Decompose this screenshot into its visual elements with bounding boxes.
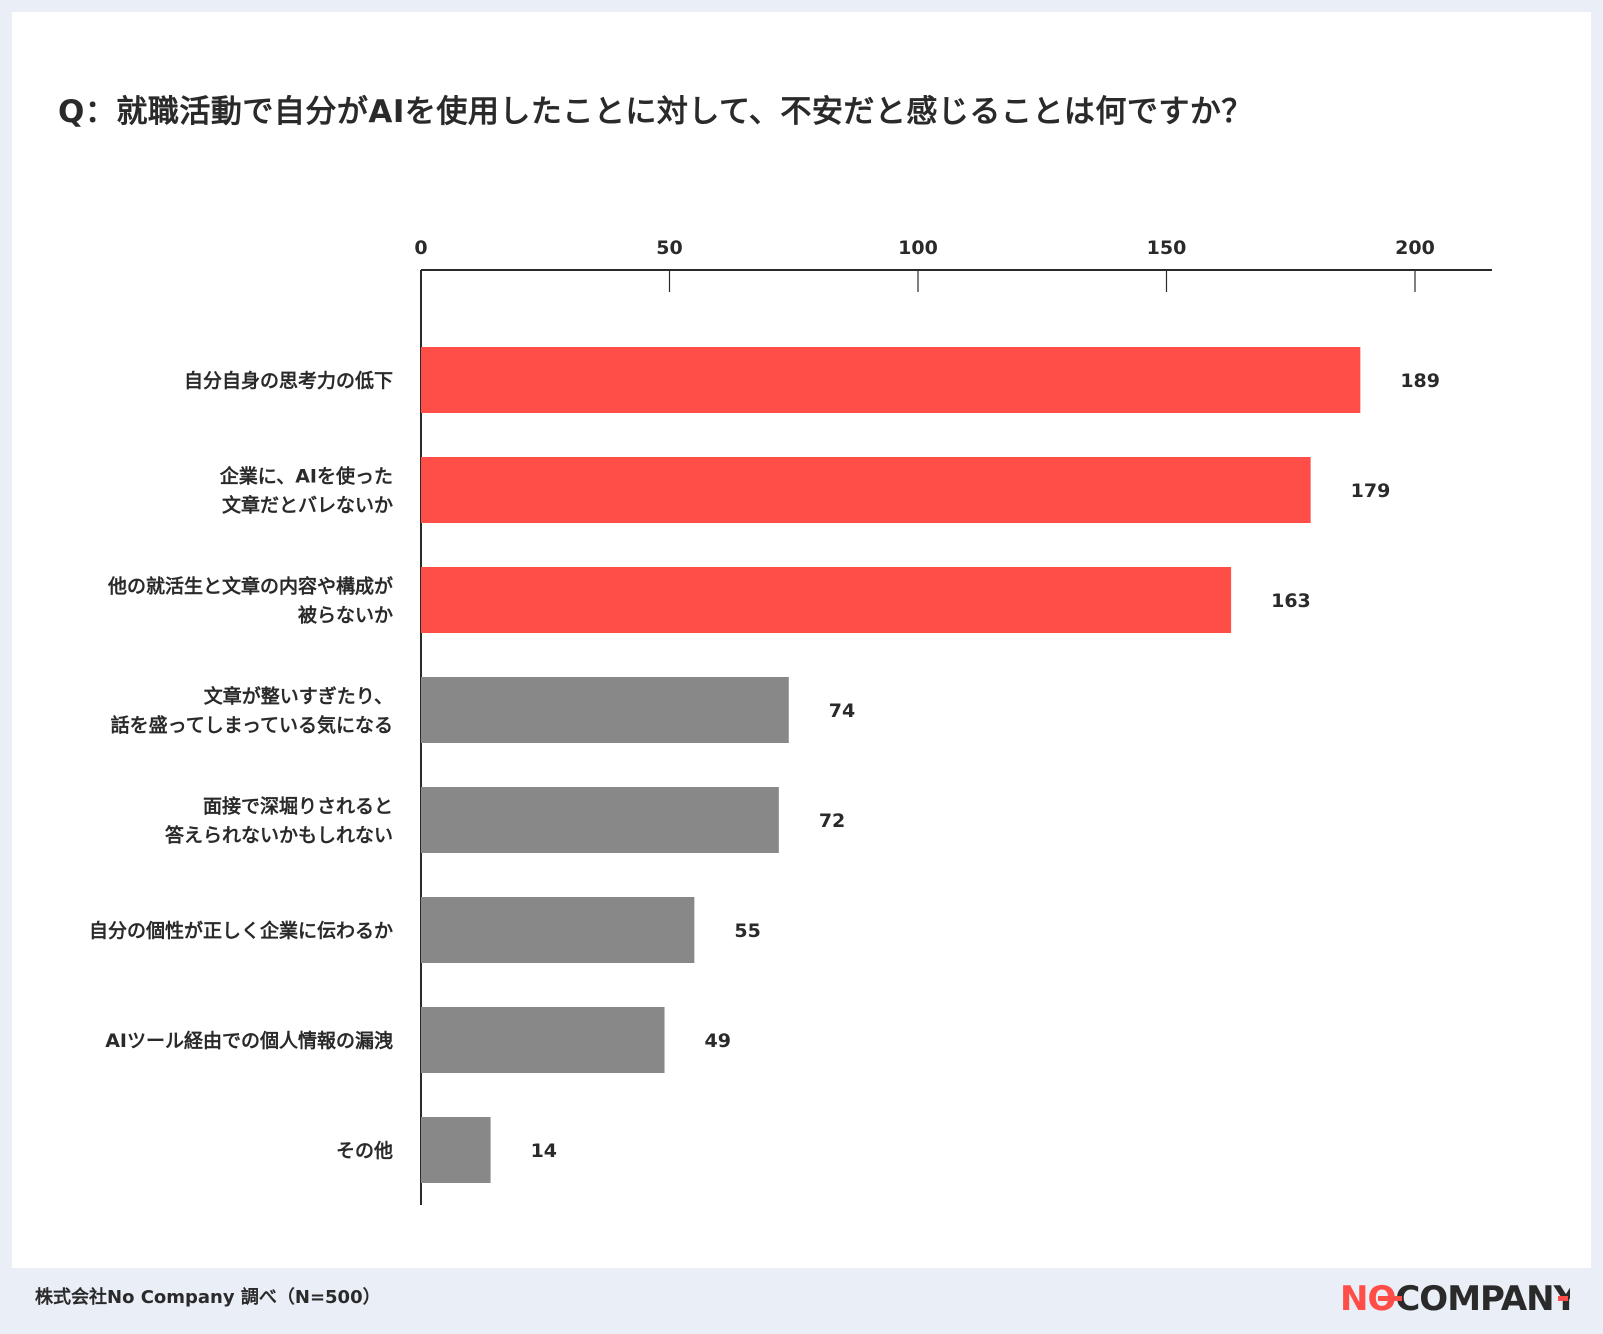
category-label-line: AIツール経由での個人情報の漏洩 <box>105 1029 393 1052</box>
value-label-7: 49 <box>705 1030 731 1052</box>
category-label-line: 自分自身の思考力の低下 <box>184 369 393 392</box>
bar-8 <box>421 1117 491 1183</box>
logo-part-company: COMPANY <box>1395 1279 1570 1318</box>
value-label-2: 179 <box>1351 480 1391 502</box>
company-logo: NOCOMPANY <box>1340 1279 1570 1318</box>
chart-card <box>12 12 1591 1268</box>
bar-3 <box>421 567 1232 633</box>
logo-accent-dash-end <box>1558 1296 1568 1301</box>
value-label-5: 72 <box>819 810 845 832</box>
bar-7 <box>421 1007 665 1073</box>
value-label-6: 55 <box>734 920 760 942</box>
category-label-line: 自分の個性が正しく企業に伝わるか <box>89 919 393 942</box>
category-label-line: 話を盛ってしまっている気になる <box>111 714 393 737</box>
category-label-line: 面接で深堀りされると <box>203 795 393 818</box>
category-label-line: 他の就活生と文章の内容や構成が <box>107 575 393 598</box>
category-label-line: 答えられないかもしれない <box>165 824 393 847</box>
value-label-4: 74 <box>829 700 855 722</box>
x-axis: 0 50 100 150 200 <box>414 237 1492 1205</box>
bars <box>421 347 1361 1183</box>
value-label-8: 14 <box>531 1140 557 1162</box>
category-label-line: 被らないか <box>298 604 393 627</box>
category-label-7: AIツール経由での個人情報の漏洩 <box>105 1029 393 1052</box>
bar-4 <box>421 677 789 743</box>
category-label-8: その他 <box>336 1139 393 1162</box>
svg-text:NOCOMPANY: NOCOMPANY <box>1340 1279 1570 1318</box>
bar-2 <box>421 457 1311 523</box>
category-label-4: 文章が整いすぎたり、話を盛ってしまっている気になる <box>111 685 393 737</box>
category-label-2: 企業に、AIを使った文章だとバレないか <box>219 465 393 517</box>
bar-6 <box>421 897 695 963</box>
category-label-5: 面接で深堀りされると答えられないかもしれない <box>165 795 393 847</box>
bar-1 <box>421 347 1361 413</box>
x-tick-label-150: 150 <box>1147 237 1187 259</box>
value-label-3: 163 <box>1271 590 1311 612</box>
x-tick-label-100: 100 <box>898 237 938 259</box>
category-label-line: 文章が整いすぎたり、 <box>204 685 393 708</box>
x-tick-label-50: 50 <box>656 237 682 259</box>
logo-accent-dash <box>1378 1296 1402 1301</box>
category-label-line: その他 <box>336 1139 393 1162</box>
x-tick-label-0: 0 <box>414 237 427 259</box>
chart-title: Q：就職活動で自分がAIを使用したことに対して、不安だと感じることは何ですか？ <box>58 94 1253 130</box>
category-label-6: 自分の個性が正しく企業に伝わるか <box>89 919 393 942</box>
category-label-1: 自分自身の思考力の低下 <box>184 369 393 392</box>
value-label-1: 189 <box>1400 370 1440 392</box>
category-label-line: 文章だとバレないか <box>222 494 393 517</box>
source-note: 株式会社No Company 調べ（N=500） <box>35 1287 381 1308</box>
x-tick-label-200: 200 <box>1395 237 1435 259</box>
category-label-3: 他の就活生と文章の内容や構成が被らないか <box>107 575 393 627</box>
category-label-line: 企業に、AIを使った <box>219 465 393 488</box>
bar-5 <box>421 787 779 853</box>
labels: 189 自分自身の思考力の低下 179 企業に、AIを使った文章だとバレないか 163 他… <box>89 369 1440 1162</box>
